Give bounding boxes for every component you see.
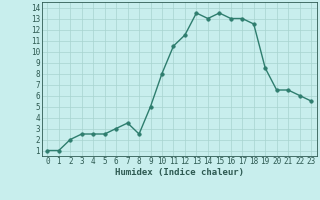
X-axis label: Humidex (Indice chaleur): Humidex (Indice chaleur) (115, 168, 244, 177)
